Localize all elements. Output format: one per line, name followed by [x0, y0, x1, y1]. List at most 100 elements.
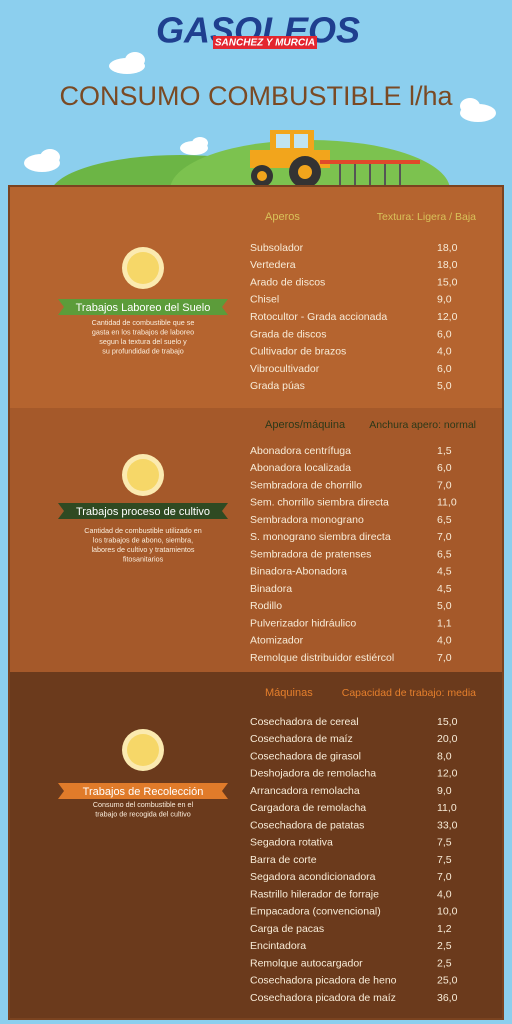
row-name: Atomizador	[250, 635, 304, 647]
row-name: Abonadora centrífuga	[250, 445, 351, 457]
row-value: 2,5	[437, 957, 452, 969]
section-label: Trabajos de Recolección	[83, 786, 204, 798]
row-name: Pulverizador hidráulico	[250, 617, 356, 629]
row-value: 6,5	[437, 514, 452, 526]
row-name: Binadora	[250, 583, 292, 595]
banner	[58, 783, 228, 799]
banner	[58, 299, 228, 315]
row-value: 11,0	[437, 802, 457, 814]
brand-subtitle: SANCHEZ Y MURCIA	[215, 38, 315, 49]
row-name: Sembradora de chorrillo	[250, 479, 362, 491]
row-value: 1,1	[437, 617, 452, 629]
section-description: segun la textura del suelo y	[99, 337, 187, 346]
row-value: 6,0	[437, 462, 452, 474]
row-value: 5,0	[437, 600, 452, 612]
row-name: Sembradora de pratenses	[250, 548, 371, 560]
section-description: su profundidad de trabajo	[102, 346, 184, 355]
row-name: Sem. chorrillo siembra directa	[250, 497, 389, 509]
row-name: Segadora acondicionadora	[250, 871, 376, 883]
row-name: Cosechadora picadora de heno	[250, 975, 397, 987]
row-name: Cosechadora de girasol	[250, 750, 361, 762]
column-header: Anchura apero: normal	[369, 419, 476, 431]
row-value: 9,0	[437, 294, 452, 306]
row-name: Chisel	[250, 294, 279, 306]
section-description: los trabajos de abono, siembra,	[93, 535, 193, 544]
section-description: Cantidad de combustible que se	[92, 318, 195, 327]
section-description: gasta en los trabajos de laboreo	[92, 327, 194, 336]
column-header: Aperos	[265, 211, 300, 223]
section-icon	[127, 734, 159, 766]
row-name: Sembradora monograno	[250, 514, 364, 526]
row-value: 18,0	[437, 259, 458, 271]
row-value: 7,5	[437, 837, 452, 849]
row-name: Remolque autocargador	[250, 957, 363, 969]
section-icon	[127, 459, 159, 491]
row-name: Cosechadora de patatas	[250, 819, 364, 831]
row-name: Grada de discos	[250, 328, 326, 340]
row-name: Remolque distribuidor estiércol	[250, 652, 394, 664]
row-name: Cosechadora de maíz	[250, 733, 353, 745]
column-header: Capacidad de trabajo: media	[342, 687, 476, 699]
row-value: 6,0	[437, 363, 452, 375]
section-description: Cantidad de combustible utilizado en	[84, 526, 201, 535]
row-name: Empacadora (convencional)	[250, 906, 381, 918]
section-label: Trabajos Laboreo del Suelo	[76, 302, 211, 314]
row-value: 6,0	[437, 328, 452, 340]
row-value: 10,0	[437, 906, 458, 918]
row-value: 2,5	[437, 940, 452, 952]
clouds	[24, 52, 496, 172]
row-name: Binadora-Abonadora	[250, 566, 347, 578]
row-value: 1,2	[437, 923, 452, 935]
column-header: Aperos/máquina	[265, 419, 346, 431]
row-value: 7,0	[437, 871, 452, 883]
section-description: labores de cultivo y tratamientos	[91, 545, 194, 554]
row-value: 6,5	[437, 548, 452, 560]
banner	[58, 503, 228, 519]
row-name: Barra de corte	[250, 854, 317, 866]
row-value: 8,0	[437, 750, 452, 762]
row-value: 25,0	[437, 975, 458, 987]
row-name: Cosechadora picadora de maíz	[250, 992, 396, 1004]
row-value: 20,0	[437, 733, 458, 745]
row-value: 7,0	[437, 531, 452, 543]
row-value: 4,0	[437, 888, 452, 900]
row-value: 33,0	[437, 819, 458, 831]
row-name: S. monograno siembra directa	[250, 531, 391, 543]
row-value: 11,0	[437, 497, 457, 509]
row-value: 7,0	[437, 479, 452, 491]
row-name: Rastrillo hilerador de forraje	[250, 888, 379, 900]
row-value: 12,0	[437, 768, 458, 780]
row-name: Rotocultor - Grada accionada	[250, 311, 387, 323]
row-name: Grada púas	[250, 380, 305, 392]
row-value: 7,5	[437, 854, 452, 866]
row-value: 36,0	[437, 992, 458, 1004]
row-name: Arrancadora remolacha	[250, 785, 360, 797]
row-name: Cultivador de brazos	[250, 346, 346, 358]
row-name: Cargadora de remolacha	[250, 802, 366, 814]
row-value: 4,5	[437, 583, 452, 595]
row-name: Arado de discos	[250, 276, 325, 288]
column-header: Máquinas	[265, 687, 313, 699]
section-description: trabajo de recogida del cultivo	[95, 809, 191, 818]
row-name: Cosechadora de cereal	[250, 716, 359, 728]
section-background	[10, 187, 502, 408]
row-value: 5,0	[437, 380, 452, 392]
sections: Aperos Textura: Ligera / Baja Trabajos Lab…	[58, 211, 476, 1004]
row-value: 18,0	[437, 242, 458, 254]
brand-ribbon	[213, 36, 317, 49]
row-name: Abonadora localizada	[250, 462, 351, 474]
tractor-illustration	[250, 130, 420, 188]
row-value: 7,0	[437, 652, 452, 664]
row-name: Vertedera	[250, 259, 296, 271]
section-background	[10, 672, 502, 1018]
row-value: 9,0	[437, 785, 452, 797]
row-value: 15,0	[437, 716, 458, 728]
column-header: Textura: Ligera / Baja	[377, 211, 476, 223]
section-icon	[127, 252, 159, 284]
row-value: 15,0	[437, 276, 458, 288]
section-label: Trabajos proceso de cultivo	[76, 506, 210, 518]
row-name: Subsolador	[250, 242, 304, 254]
row-value: 4,0	[437, 635, 452, 647]
